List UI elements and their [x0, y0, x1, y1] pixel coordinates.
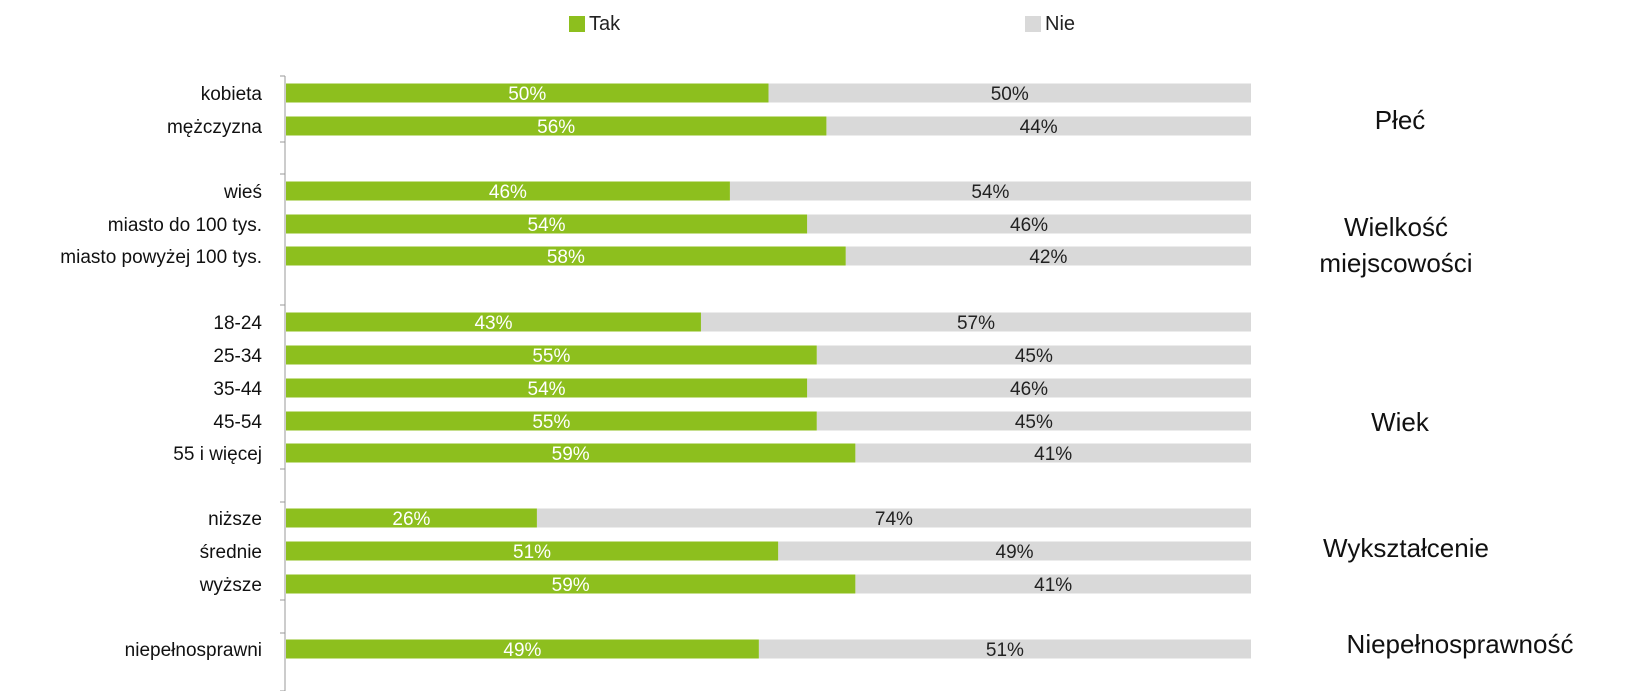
bar-nie: [768, 83, 1251, 103]
data-label-nie: 41%: [1034, 444, 1072, 465]
category-label: średnie: [200, 542, 262, 563]
group-label-wiek: Wiek: [1371, 407, 1429, 437]
category-label: 35-44: [213, 379, 262, 400]
bar-tak: [286, 246, 846, 266]
bar-nie: [758, 639, 1251, 659]
group-label-wielkosc: Wielkość miejscowości: [1319, 212, 1473, 278]
data-label-nie: 50%: [991, 84, 1029, 105]
bar-tak: [286, 639, 759, 659]
bar-tak: [286, 378, 808, 398]
bar-nie: [807, 378, 1251, 398]
bar-tak: [286, 312, 701, 332]
bar-nie: [826, 116, 1251, 136]
data-label-nie: 41%: [1034, 575, 1072, 596]
bar-tak: [286, 508, 537, 528]
data-label-tak: 59%: [552, 444, 590, 465]
bar-nie: [778, 541, 1251, 561]
group-label-niepelnosprawnosc: Niepełnosprawność: [1346, 629, 1574, 659]
data-label-tak: 55%: [532, 346, 570, 367]
bar-nie: [816, 411, 1251, 431]
data-label-nie: 46%: [1010, 215, 1048, 236]
bar-tak: [286, 345, 817, 365]
data-label-nie: 44%: [1020, 117, 1058, 138]
legend-swatch-tak: [569, 16, 585, 32]
data-label-nie: 46%: [1010, 379, 1048, 400]
data-label-tak: 59%: [552, 575, 590, 596]
bar-tak: [286, 83, 769, 103]
category-label: wyższe: [199, 575, 262, 596]
bar-nie: [729, 181, 1251, 201]
bar-tak: [286, 541, 779, 561]
data-label-tak: 54%: [528, 379, 566, 400]
data-label-nie: 74%: [875, 509, 913, 530]
bar-tak: [286, 443, 856, 463]
data-label-nie: 57%: [957, 313, 995, 334]
bar-nie: [845, 246, 1251, 266]
data-label-tak: 50%: [508, 84, 546, 105]
bar-tak: [286, 116, 827, 136]
legend-label-nie: Nie: [1045, 12, 1076, 35]
category-label: 45-54: [213, 412, 262, 433]
data-label-nie: 49%: [996, 542, 1034, 563]
bar-nie: [700, 312, 1251, 332]
group-label-wyksztalcenie: Wykształcenie: [1323, 533, 1489, 563]
data-label-tak: 26%: [392, 509, 430, 530]
group-label-plec: Płeć: [1374, 105, 1426, 135]
bar-tak: [286, 181, 730, 201]
category-label: miasto powyżej 100 tys.: [60, 247, 262, 268]
legend-label-tak: Tak: [589, 12, 621, 35]
data-label-tak: 51%: [513, 542, 551, 563]
category-label: 25-34: [213, 346, 262, 367]
bar-tak: [286, 214, 808, 234]
data-label-nie: 51%: [986, 640, 1024, 661]
category-label: 18-24: [213, 313, 262, 334]
data-label-nie: 45%: [1015, 412, 1053, 433]
data-label-tak: 46%: [489, 182, 527, 203]
bar-nie: [816, 345, 1251, 365]
data-label-tak: 49%: [503, 640, 541, 661]
bar-nie: [855, 443, 1251, 463]
category-label: wieś: [223, 182, 262, 203]
bar-tak: [286, 411, 817, 431]
data-label-nie: 42%: [1029, 247, 1067, 268]
bar-tak: [286, 574, 856, 594]
data-label-nie: 54%: [971, 182, 1009, 203]
bar-nie: [807, 214, 1251, 234]
legend-item-nie: Nie: [1025, 12, 1075, 36]
data-label-tak: 56%: [537, 117, 575, 138]
category-label: mężczyzna: [167, 117, 262, 138]
category-label: miasto do 100 tys.: [108, 215, 262, 236]
legend-swatch-nie: [1025, 16, 1041, 32]
category-label: 55 i więcej: [173, 444, 262, 465]
data-label-nie: 45%: [1015, 346, 1053, 367]
data-label-tak: 58%: [547, 247, 585, 268]
bar-nie: [855, 574, 1251, 594]
data-label-tak: 55%: [532, 412, 570, 433]
data-label-tak: 54%: [528, 215, 566, 236]
legend-item-tak: Tak: [569, 12, 620, 36]
data-label-tak: 43%: [474, 313, 512, 334]
category-label: niepełnosprawni: [125, 640, 262, 661]
category-label: kobieta: [201, 84, 263, 105]
bar-nie: [536, 508, 1251, 528]
category-label: niższe: [208, 509, 262, 530]
